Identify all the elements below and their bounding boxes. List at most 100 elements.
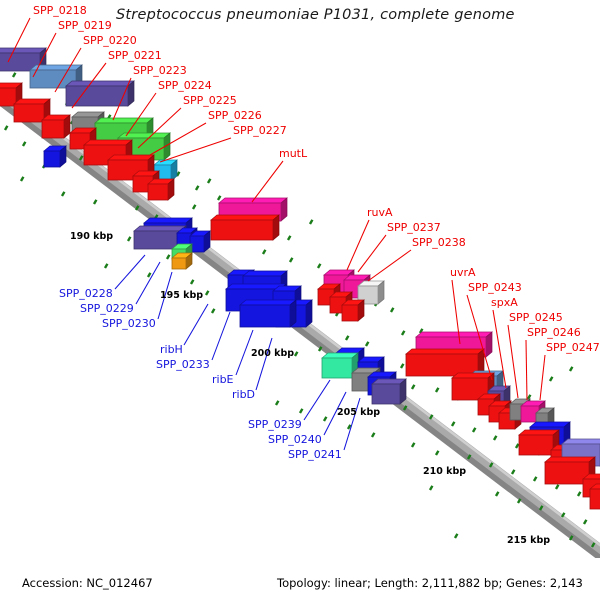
- gene-label-mutl[interactable]: mutL: [279, 147, 308, 160]
- gene-box[interactable]: [210, 214, 280, 241]
- gene-label-spp_0228[interactable]: SPP_0228: [59, 287, 113, 300]
- tick-mark: [428, 485, 434, 491]
- leader-line: [367, 249, 412, 282]
- gene-boxes-layer: [0, 47, 600, 510]
- gene-label-spp_0240[interactable]: SPP_0240: [268, 433, 322, 446]
- gene-box[interactable]: [405, 348, 485, 377]
- gene-label-spp_0238[interactable]: SPP_0238: [412, 236, 466, 249]
- gene-label-spp_0245[interactable]: SPP_0245: [509, 311, 563, 324]
- gene-label-spp_0226[interactable]: SPP_0226: [208, 109, 262, 122]
- tick-mark: [582, 519, 588, 525]
- gene-label-spp_0225[interactable]: SPP_0225: [183, 94, 237, 107]
- gene-label-spp_0220[interactable]: SPP_0220: [83, 34, 137, 47]
- gene-label-spp_0223[interactable]: SPP_0223: [133, 64, 187, 77]
- tick-mark: [526, 394, 532, 400]
- tick-mark: [532, 476, 538, 482]
- tick-mark: [450, 421, 456, 427]
- leader-line: [137, 107, 182, 149]
- gene-label-spp_0237[interactable]: SPP_0237: [387, 221, 441, 234]
- tick-mark: [103, 263, 109, 269]
- gene-label-spp_0229[interactable]: SPP_0229: [80, 302, 134, 315]
- gene-box[interactable]: [43, 145, 67, 168]
- tick-mark: [364, 341, 370, 347]
- gene-label-spp_0246[interactable]: SPP_0246: [527, 326, 581, 339]
- leader-line: [451, 279, 461, 345]
- leader-line: [157, 271, 173, 320]
- gene-label-spp_0241[interactable]: SPP_0241: [288, 448, 342, 461]
- gene-box[interactable]: [371, 378, 407, 405]
- tick-mark: [60, 191, 66, 197]
- gene-box[interactable]: [0, 82, 23, 107]
- gene-box[interactable]: [107, 154, 155, 181]
- gene-box[interactable]: [65, 80, 135, 107]
- gene-label-spp_0247[interactable]: SPP_0247: [546, 341, 600, 354]
- tick-mark: [216, 195, 222, 201]
- tick-mark: [322, 416, 328, 422]
- tick-mark: [400, 330, 406, 336]
- tick-mark: [434, 450, 440, 456]
- tick-mark: [560, 512, 566, 518]
- tick-mark: [389, 307, 395, 313]
- page-title: Streptococcus pneumoniae P1031, complete…: [116, 7, 515, 23]
- gene-label-spp_0221[interactable]: SPP_0221: [108, 49, 162, 62]
- gene-label-spp_0227[interactable]: SPP_0227: [233, 124, 287, 137]
- tick-mark: [206, 178, 212, 184]
- gene-label-spxa[interactable]: spxA: [491, 296, 518, 309]
- tick-mark: [590, 542, 596, 548]
- tick-mark: [288, 257, 294, 263]
- gene-label-ribh[interactable]: ribH: [160, 343, 183, 356]
- tick-mark: [274, 400, 280, 406]
- tick-mark: [554, 484, 560, 490]
- tick-mark: [410, 442, 416, 448]
- axis-tick-label-210-kbp: 210 kbp: [423, 466, 467, 477]
- leader-line: [492, 309, 507, 389]
- tick-mark: [466, 454, 472, 460]
- gene-label-ribe[interactable]: ribE: [212, 373, 234, 386]
- gene-label-spp_0239[interactable]: SPP_0239: [248, 418, 302, 431]
- gene-label-spp_0218[interactable]: SPP_0218: [33, 4, 87, 17]
- tick-mark: [516, 498, 522, 504]
- tick-mark: [346, 424, 352, 430]
- tick-mark: [21, 141, 27, 147]
- gene-label-spp_0243[interactable]: SPP_0243: [468, 281, 522, 294]
- leader-line: [235, 329, 254, 376]
- gene-box[interactable]: [171, 252, 193, 270]
- footer-bar: Accession: NC_012467 Topology: linear; L…: [0, 560, 600, 600]
- gene-box[interactable]: [41, 114, 71, 139]
- gene-box[interactable]: [189, 230, 211, 253]
- gene-box[interactable]: [357, 280, 385, 305]
- gene-label-ribd[interactable]: ribD: [232, 388, 256, 401]
- tick-mark: [494, 491, 500, 497]
- leader-line: [251, 160, 284, 203]
- tick-mark: [410, 384, 416, 390]
- tick-mark: [78, 155, 84, 161]
- gene-box[interactable]: [544, 456, 596, 485]
- gene-label-ruva[interactable]: ruvA: [367, 206, 393, 219]
- gene-box[interactable]: [589, 483, 600, 510]
- leader-line: [125, 92, 157, 137]
- tick-mark: [568, 535, 574, 541]
- tick-mark: [548, 376, 554, 382]
- axis-tick-label-195-kbp: 195 kbp: [160, 290, 204, 301]
- gene-label-spp_0224[interactable]: SPP_0224: [158, 79, 212, 92]
- tick-mark: [317, 346, 323, 352]
- gene-label-spp_0219[interactable]: SPP_0219: [58, 19, 112, 32]
- leader-line: [466, 294, 493, 381]
- tick-mark: [402, 405, 408, 411]
- tick-mark: [126, 236, 132, 242]
- tick-mark: [210, 308, 216, 314]
- gene-box[interactable]: [239, 299, 297, 328]
- leader-line: [159, 137, 232, 163]
- leader-line: [323, 391, 347, 436]
- gene-box[interactable]: [518, 429, 560, 456]
- tick-mark: [316, 263, 322, 269]
- gene-box[interactable]: [341, 299, 365, 322]
- tick-mark: [191, 204, 197, 210]
- gene-label-spp_0230[interactable]: SPP_0230: [102, 317, 156, 330]
- gene-box[interactable]: [147, 178, 175, 201]
- leader-line: [71, 62, 107, 109]
- gene-label-spp_0233[interactable]: SPP_0233: [156, 358, 210, 371]
- gene-label-uvra[interactable]: uvrA: [450, 266, 476, 279]
- leader-line: [211, 311, 231, 361]
